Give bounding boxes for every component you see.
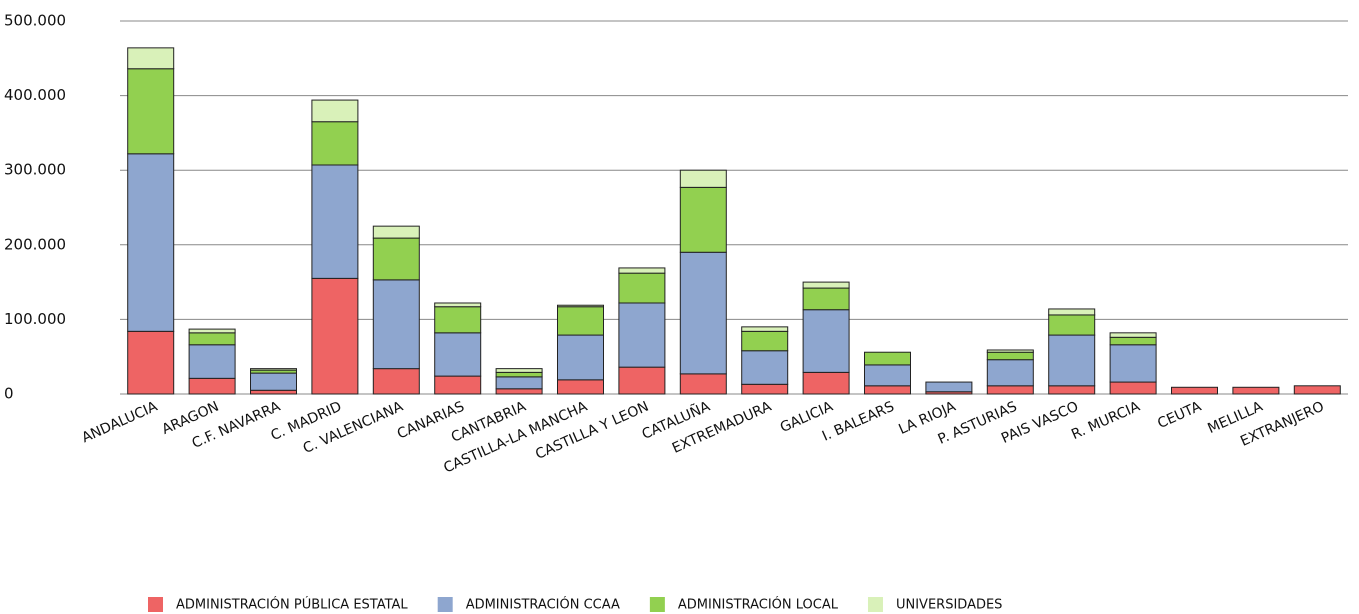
bar-segment: [1048, 314, 1096, 336]
bar-segment: [741, 330, 789, 352]
bar-segment: [311, 164, 359, 279]
bar-segment: [618, 267, 666, 274]
bar-segment: [618, 366, 666, 395]
bar-segment: [1232, 386, 1280, 395]
bar-segment: [127, 68, 175, 155]
legend-swatch: [437, 597, 453, 612]
bar-segment: [618, 302, 666, 368]
bar-segment: [679, 251, 727, 375]
legend-swatch: [148, 597, 163, 612]
y-tick-label: 100.000: [4, 310, 66, 328]
bar-segment: [741, 383, 789, 395]
bar-segment: [557, 304, 604, 308]
bar-segment: [1171, 386, 1218, 395]
bar-segment: [557, 379, 604, 395]
bar-segment: [925, 381, 973, 393]
legend-swatch: [649, 597, 665, 612]
bar-segment: [864, 385, 911, 395]
bar-segment: [1109, 344, 1157, 383]
bar-segment: [372, 225, 420, 239]
y-tick-label: 200.000: [4, 235, 66, 253]
legend-label: ADMINISTRACIÓN LOCAL: [678, 597, 839, 613]
bar-segment: [1293, 385, 1341, 395]
x-tick-label: R. MURCIA: [1069, 399, 1143, 443]
bar-segment: [311, 277, 359, 395]
bar-segment: [986, 385, 1034, 395]
bar-segment: [127, 153, 175, 332]
bar-segment: [679, 373, 727, 395]
bar-segment: [557, 306, 604, 336]
bar-segment: [741, 326, 789, 332]
y-tick-label: 0: [4, 385, 14, 403]
bar-segment: [188, 332, 236, 346]
bar-segment: [802, 371, 850, 395]
bar-segment: [188, 328, 236, 334]
x-tick-label: CEUTA: [1155, 399, 1204, 432]
y-tick-label: 500.000: [4, 12, 66, 30]
bar-segment: [986, 351, 1034, 361]
bar-segment: [618, 272, 666, 304]
bar-segment: [495, 376, 543, 390]
bar-segment: [802, 309, 850, 373]
bar-segment: [864, 364, 911, 387]
bar-segment: [495, 371, 543, 378]
bar-segment: [127, 330, 175, 395]
bar-segment: [1109, 381, 1157, 395]
legend-swatch: [867, 597, 883, 612]
bar-segment: [434, 306, 482, 334]
bar-segment: [1048, 334, 1096, 387]
bar-segment: [741, 350, 789, 385]
legend-label: UNIVERSIDADES: [896, 598, 1002, 613]
x-tick-label: CASTILLA Y LEON: [533, 399, 651, 463]
bar-segment: [250, 389, 297, 395]
bar-segment: [372, 279, 420, 370]
bar-segment: [1048, 308, 1096, 316]
bar-segment: [679, 169, 727, 188]
bar-segment: [188, 377, 236, 395]
bar-segment: [250, 368, 297, 371]
bar-segment: [127, 47, 175, 70]
bar-segment: [557, 334, 604, 381]
y-tick-label: 400.000: [4, 86, 66, 104]
bar-segment: [372, 368, 420, 395]
bar-segment: [802, 287, 850, 311]
bar-segment: [495, 368, 543, 373]
x-tick-label: ANDALUCIA: [79, 399, 160, 447]
bar-segment: [434, 332, 482, 377]
bar-segment: [311, 99, 359, 123]
bar-segment: [1109, 336, 1157, 346]
legend-label: ADMINISTRACIÓN PÚBLICA ESTATAL: [176, 597, 408, 613]
bar-segment: [864, 351, 911, 366]
bar-segment: [372, 237, 420, 281]
bar-segment: [986, 349, 1034, 353]
bar-segment: [495, 388, 543, 395]
bar-segment: [986, 359, 1034, 387]
bar-segment: [1109, 332, 1157, 338]
y-tick-label: 300.000: [4, 161, 66, 179]
bar-segment: [311, 121, 359, 166]
bar-segment: [679, 186, 727, 253]
bar-segment: [802, 281, 850, 289]
bar-segment: [434, 375, 482, 395]
bar-segment: [250, 372, 297, 391]
bar-segment: [188, 344, 236, 379]
bar-segment: [1048, 385, 1096, 395]
legend-label: ADMINISTRACIÓN CCAA: [466, 597, 620, 613]
bar-segment: [434, 302, 482, 308]
